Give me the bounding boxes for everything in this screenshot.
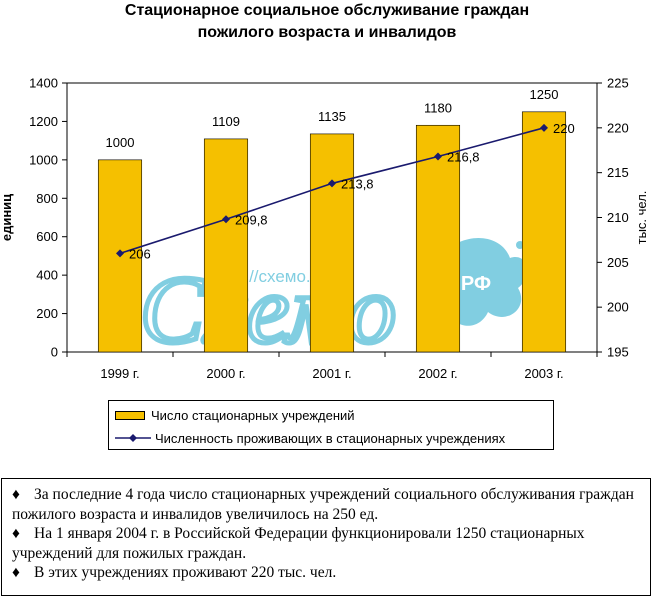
left-axis-tick-label: 1200 xyxy=(29,114,58,129)
left-axis-tick-label: 0 xyxy=(51,345,58,360)
line-point xyxy=(540,123,548,132)
watermark-logo: Схемо xyxy=(140,256,396,363)
notes-box: ♦ За последние 4 года число стационарных … xyxy=(1,478,651,596)
chart-canvas: Схемо http://схемо.рф РФ 020040060080010… xyxy=(0,76,649,382)
x-axis-tick-label: 2003 г. xyxy=(524,366,563,381)
line-value-label: 216,8 xyxy=(447,150,480,165)
bar-value-label: 1109 xyxy=(212,114,240,129)
line-point xyxy=(434,152,442,161)
right-axis-tick-label: 215 xyxy=(607,165,629,180)
line-value-label: 209,8 xyxy=(235,212,268,227)
right-axis-tick-label: 200 xyxy=(607,300,629,315)
x-axis-tick-label: 2002 г. xyxy=(418,366,457,381)
bar-value-label: 1000 xyxy=(106,135,135,150)
line-value-label: 220 xyxy=(553,121,575,136)
left-axis-tick-label: 1400 xyxy=(29,76,58,91)
diamond-bullet-icon: ♦ xyxy=(12,564,20,581)
bar xyxy=(415,124,461,353)
legend-item-line: Численность проживающих в стационарных у… xyxy=(115,428,505,448)
x-axis-tick-label: 2000 г. xyxy=(206,366,245,381)
left-axis-title: единиц xyxy=(0,194,14,241)
x-axis-tick-label: 1999 г. xyxy=(100,366,139,381)
bar-value-label: 1250 xyxy=(530,87,559,102)
watermark-badge: РФ xyxy=(461,273,491,295)
note-item: ♦ В этих учреждениях проживают 220 тыс. ч… xyxy=(12,564,337,581)
legend-label-bars: Число стационарных учреждений xyxy=(151,407,355,423)
chart-title-line-2: пожилого возраста и инвалидов xyxy=(197,24,457,41)
legend-line-swatch xyxy=(115,434,151,442)
left-axis-tick-label: 800 xyxy=(36,191,58,206)
x-axis-tick-label: 2001 г. xyxy=(312,366,351,381)
line-point xyxy=(116,249,124,258)
note-item: ♦ За последние 4 года число стационарных … xyxy=(12,486,634,523)
right-axis-tick-label: 220 xyxy=(607,120,629,135)
left-axis-tick-label: 200 xyxy=(36,306,58,321)
legend-bar-swatch xyxy=(115,410,145,420)
legend: Число стационарных учреждений Численност… xyxy=(108,400,554,450)
bar xyxy=(521,111,567,353)
diamond-bullet-icon: ♦ xyxy=(12,525,20,542)
plot-area: 0 200 400 600 800 1000 1200 1400 195 200 205 210 215… xyxy=(0,76,649,382)
line-value-label: 206 xyxy=(129,246,151,261)
legend-label-line: Численность проживающих в стационарных у… xyxy=(155,430,506,446)
left-axis-tick-label: 600 xyxy=(36,229,58,244)
right-axis-title: тыс. чел. xyxy=(634,191,649,245)
diamond-bullet-icon: ♦ xyxy=(12,486,20,503)
right-axis-tick-label: 195 xyxy=(607,345,629,360)
bar-value-label: 1180 xyxy=(424,100,452,115)
bar xyxy=(203,138,249,353)
line-value-label: 213,8 xyxy=(341,176,374,191)
note-item: ♦ На 1 января 2004 г. в Российской Федера… xyxy=(12,525,585,562)
line-point xyxy=(222,215,230,224)
right-axis-tick-label: 225 xyxy=(607,76,629,91)
bar-value-label: 1135 xyxy=(318,109,346,124)
legend-item-bars: Число стационарных учреждений xyxy=(115,405,355,425)
line-point xyxy=(328,179,336,188)
bar xyxy=(309,133,355,353)
right-axis-tick-label: 210 xyxy=(607,210,629,225)
left-axis-tick-label: 1000 xyxy=(29,152,58,167)
chart-title: Стационарное социальное обслуживание гра… xyxy=(0,0,654,44)
chart-title-line-1: Стационарное социальное обслуживание гра… xyxy=(124,2,530,19)
right-axis-tick-label: 205 xyxy=(607,255,629,270)
left-axis-tick-label: 400 xyxy=(36,268,58,283)
